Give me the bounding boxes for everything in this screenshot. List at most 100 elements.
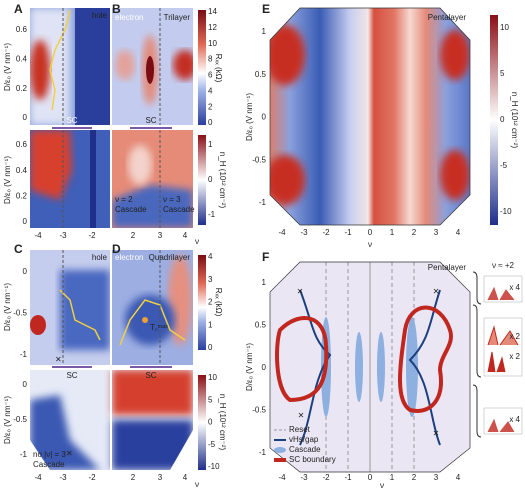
panel-title: Quadrilayer [149, 253, 191, 262]
x-tick-label: -3 [300, 228, 308, 237]
heatmap [30, 8, 193, 125]
x-tick-label: -1 [344, 473, 352, 482]
y-tick-label: -1 [259, 448, 267, 457]
y-tick-label: 1 [262, 27, 267, 36]
colorbar-tick: 4 [208, 252, 213, 261]
sc-label: SC [66, 371, 77, 380]
x-tick-label: -1 [344, 228, 352, 237]
sc-label: SC [145, 116, 156, 125]
y-tick-label: 0.6 [16, 140, 28, 149]
legend-label: SC boundary [289, 455, 336, 464]
x-tick-label: -4 [278, 473, 286, 482]
colorbar-tick: -10 [500, 207, 512, 216]
svg-text:✕: ✕ [433, 429, 440, 438]
colorbar-tick: 2 [208, 102, 213, 111]
panel-title: Pentalayer [428, 13, 467, 22]
colorbar-tick: 8 [208, 55, 213, 64]
panel-label: F [262, 250, 269, 264]
panel-label: B [112, 2, 121, 16]
x-tick-label: 4 [183, 473, 188, 482]
panel-note: electron [115, 13, 143, 22]
colorbar-tick: 0 [208, 118, 213, 127]
y-tick-label: 0.2 [16, 191, 28, 200]
y-axis-label: D/ε₀ (V nm⁻¹) [245, 93, 254, 141]
colorbar-label: n_H (10¹² cm⁻²) [218, 152, 227, 209]
colorbar-tick: 14 [208, 7, 217, 16]
x-tick-label: -3 [300, 473, 308, 482]
panel-note: hole [92, 11, 108, 20]
y-axis-label: D/ε₀ (V nm⁻¹) [3, 396, 12, 444]
colorbar-tick: -1 [208, 210, 216, 219]
panel-title: Trilayer [164, 13, 191, 22]
y-tick-label: -1 [20, 350, 28, 359]
colorbar-label: Rₓₓ (kΩ) [214, 288, 223, 317]
x-tick-label: 2 [412, 473, 417, 482]
x-tick-label: 0 [368, 473, 373, 482]
inset-factor: x 4 [509, 415, 520, 424]
svg-text:✕: ✕ [297, 287, 304, 296]
colorbar-tick: -5 [208, 440, 216, 449]
colorbar-tick: 10 [208, 373, 217, 382]
colorbar-tick: 5 [500, 69, 505, 78]
x-tick-label: -2 [322, 473, 330, 482]
annotation: Cascade [115, 205, 147, 214]
x-axis-label: ν [380, 481, 384, 490]
annotation: Cascade [163, 205, 195, 214]
colorbar-tick: 5 [208, 395, 213, 404]
y-tick-label: -0.5 [252, 406, 266, 415]
colorbar-tick: 3 [208, 275, 213, 284]
panel-label: C [14, 242, 23, 256]
annotation: Cascade [33, 460, 65, 469]
sc-label: SC [145, 371, 156, 380]
x-tick-label: 4 [183, 231, 188, 240]
panel-label: D [112, 242, 121, 256]
y-tick-label: 0 [262, 113, 267, 122]
colorbar-tick: 0 [208, 418, 213, 427]
svg-text:✕: ✕ [298, 411, 305, 420]
annotation: ν = 2 [115, 195, 133, 204]
svg-text:✕: ✕ [66, 449, 73, 458]
x-axis-label: ν [195, 237, 199, 246]
colorbar-tick: 2 [208, 298, 213, 307]
x-tick-label: 1 [390, 228, 395, 237]
legend-label: vHs/gap [289, 435, 319, 444]
y-tick-label: 0.4 [16, 54, 28, 63]
y-axis-label: D/ε₀ (V nm⁻¹) [245, 343, 254, 391]
x-tick-label: 3 [158, 473, 163, 482]
colorbar-tick: 10 [208, 39, 217, 48]
x-tick-label: -4 [34, 473, 42, 482]
panel-note: electron [115, 253, 143, 262]
x-tick-label: -3 [59, 473, 67, 482]
colorbar-tick: 10 [500, 23, 509, 32]
colorbar-tick: -10 [208, 462, 220, 471]
x-tick-label: 1 [390, 473, 395, 482]
x-tick-label: 3 [158, 231, 163, 240]
legend-label: Reset [289, 425, 311, 434]
sc-label: SC [66, 116, 77, 125]
x-tick-label: 2 [131, 473, 136, 482]
colorbar-tick: 1 [208, 320, 213, 329]
inset-factor: x 2 [509, 352, 520, 361]
panel-label: A [14, 2, 23, 16]
annotation: T꜀ᵐᵃˣ [150, 323, 168, 332]
y-tick-label: 0.4 [16, 166, 28, 175]
y-tick-label: 0 [23, 217, 28, 226]
panel-title: Pentalayer [428, 263, 467, 272]
y-tick-label: 0.6 [16, 25, 28, 34]
y-tick-label: 0 [262, 363, 267, 372]
colorbar-tick: -5 [500, 161, 508, 170]
y-axis-label: D/ε₀ (V nm⁻¹) [3, 156, 12, 204]
x-tick-label: -2 [88, 231, 96, 240]
y-tick-label: 0 [23, 267, 28, 276]
x-tick-label: 4 [456, 473, 461, 482]
y-tick-label: 0.5 [255, 70, 267, 79]
svg-text:✕: ✕ [55, 355, 62, 364]
x-axis-label: ν [368, 240, 372, 249]
annotation: ν = 3 [163, 195, 181, 204]
y-tick-label: -0.5 [13, 309, 27, 318]
panel-label: E [262, 2, 270, 16]
x-axis-label: ν [195, 480, 199, 489]
colorbar-tick: 0 [208, 175, 213, 184]
x-tick-label: -4 [34, 231, 42, 240]
